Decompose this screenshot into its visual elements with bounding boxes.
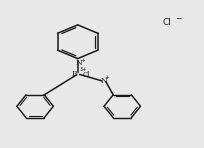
Text: 3+: 3+ xyxy=(80,67,87,72)
Text: −: − xyxy=(175,15,182,24)
Text: B: B xyxy=(72,70,78,78)
Text: Cl: Cl xyxy=(162,18,171,27)
Text: +: + xyxy=(80,58,85,63)
Text: Cl: Cl xyxy=(83,71,90,79)
Text: +: + xyxy=(105,75,110,80)
Text: N: N xyxy=(75,59,82,67)
Text: N: N xyxy=(100,78,107,86)
